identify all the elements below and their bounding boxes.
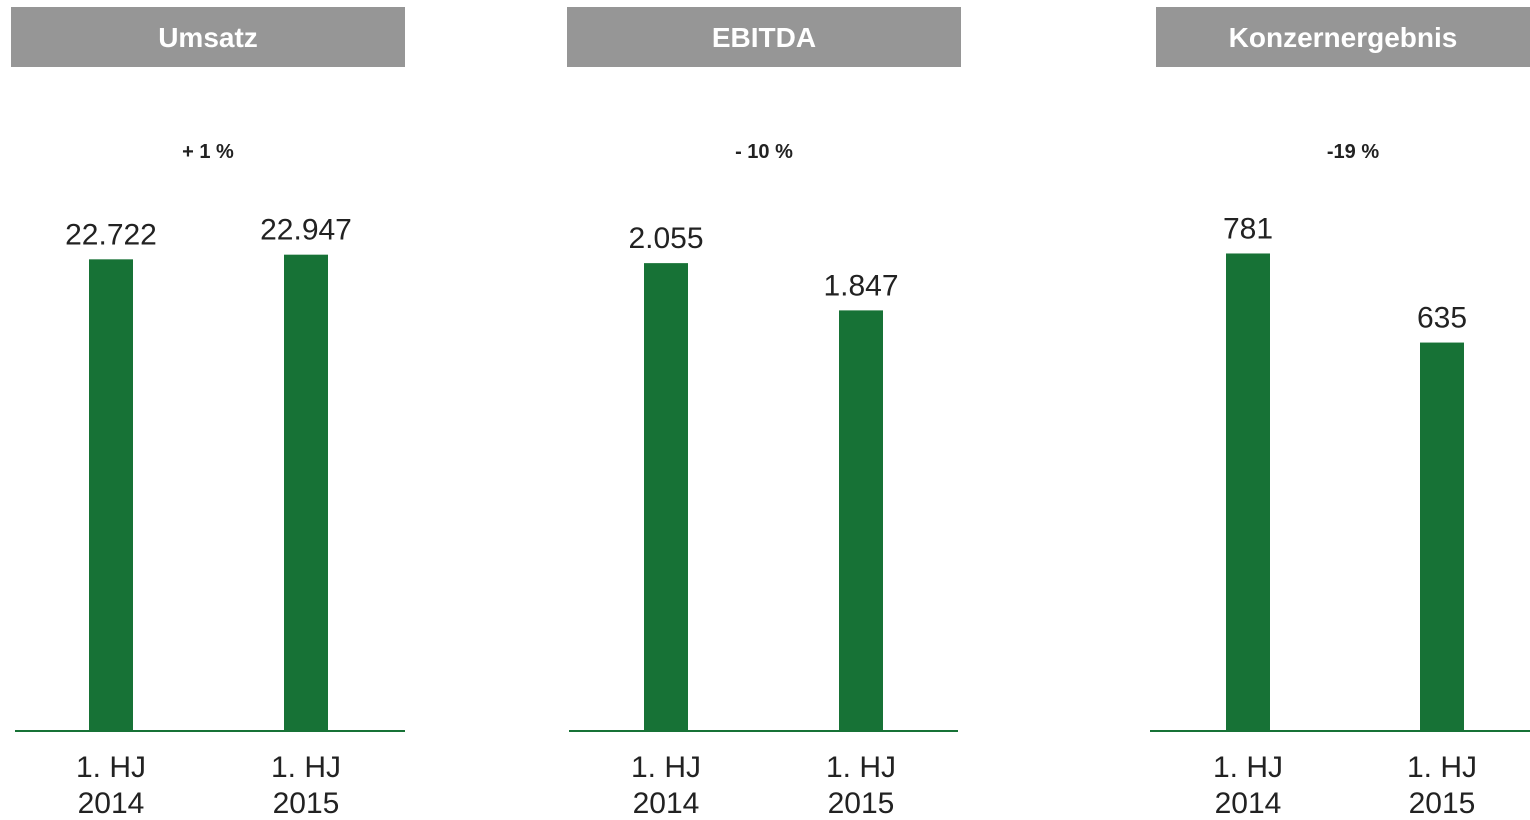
change-label: + 1 % [182,141,234,163]
data-label: 781 [1223,212,1273,245]
x-tick-label: 2015 [273,787,340,820]
chart-title: Konzernergebnis [1229,22,1458,53]
bar [1226,253,1270,731]
x-tick-label: 1. HJ [826,751,896,784]
bar [839,310,883,730]
data-label: 2.055 [628,222,703,255]
x-tick-label: 2015 [828,787,895,820]
x-tick-label: 2015 [1409,787,1476,820]
chart-header-bg [567,7,961,67]
chart-title: Umsatz [158,22,258,53]
bar [284,254,328,730]
x-tick-label: 2014 [1215,787,1282,820]
data-label: 22.722 [65,218,157,251]
chart-title: EBITDA [712,22,816,53]
data-label: 635 [1417,302,1467,335]
data-label: 22.947 [260,214,352,247]
x-tick-label: 2014 [78,787,145,820]
bar [644,263,688,730]
change-label: -19 % [1327,141,1379,163]
chart-header-bg [1156,7,1530,67]
change-label: - 10 % [735,141,793,163]
bar [89,259,133,730]
bar [1420,342,1464,730]
x-tick-label: 2014 [633,787,700,820]
data-label: 1.847 [823,269,898,302]
x-tick-label: 1. HJ [271,751,341,784]
x-tick-label: 1. HJ [76,751,146,784]
x-tick-label: 1. HJ [1407,751,1477,784]
chart-header-bg [11,7,405,67]
x-tick-label: 1. HJ [631,751,701,784]
x-tick-label: 1. HJ [1213,751,1283,784]
